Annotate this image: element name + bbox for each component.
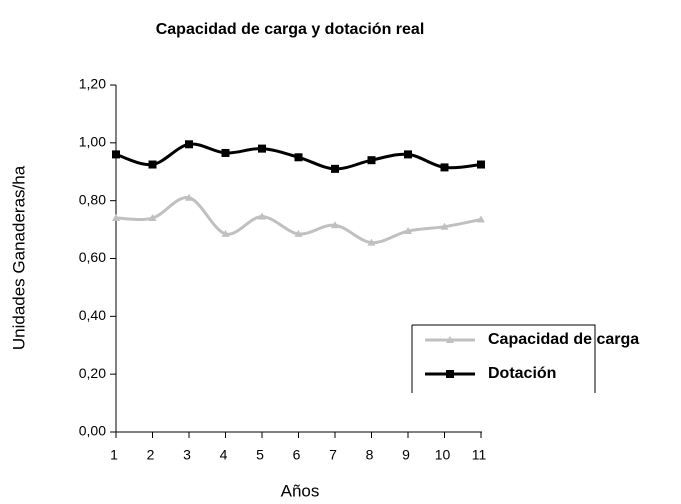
marker <box>185 193 193 201</box>
y-tick-label: 0,60 <box>79 249 106 265</box>
marker <box>258 212 266 220</box>
marker <box>185 140 193 149</box>
marker <box>404 150 412 159</box>
marker <box>367 238 376 246</box>
legend-label: Capacidad de carga <box>488 331 639 348</box>
marker <box>112 150 120 159</box>
marker <box>294 153 303 162</box>
marker <box>294 229 303 237</box>
y-tick-label: 1,20 <box>79 76 106 92</box>
marker <box>258 144 266 153</box>
marker <box>221 148 230 157</box>
x-tick-label: 4 <box>220 447 228 463</box>
chart-title: Capacidad de carga y dotación real <box>156 21 425 38</box>
marker <box>112 214 120 222</box>
y-tick-label: 0,40 <box>79 307 106 323</box>
marker <box>367 156 376 165</box>
y-axis-label: Unidades Ganaderas/ha <box>9 165 28 350</box>
x-tick-label: 8 <box>366 447 374 463</box>
marker <box>440 222 449 230</box>
marker <box>477 215 485 223</box>
y-tick-label: 0,80 <box>79 191 106 207</box>
x-tick-label: 6 <box>293 447 301 463</box>
marker <box>404 227 412 235</box>
x-tick-label: 2 <box>147 447 155 463</box>
y-tick-label: 0,20 <box>79 365 106 381</box>
legend-label: Dotación <box>488 365 556 382</box>
x-tick-label: 5 <box>256 447 264 463</box>
marker <box>221 229 230 237</box>
marker <box>477 160 485 169</box>
marker <box>440 163 449 172</box>
legend-frame <box>412 324 596 393</box>
marker <box>446 370 454 378</box>
x-axis-label: Años <box>281 481 320 500</box>
marker <box>446 336 454 343</box>
x-tick-label: 9 <box>402 447 410 463</box>
x-tick-label: 11 <box>472 447 487 463</box>
x-tick-label: 1 <box>110 447 118 463</box>
y-tick-label: 1,00 <box>79 134 106 150</box>
y-tick-label: 0,00 <box>79 423 106 439</box>
x-tick-label: 3 <box>183 447 191 463</box>
marker <box>331 221 339 229</box>
x-tick-label: 7 <box>329 447 337 463</box>
marker <box>148 214 157 222</box>
marker <box>331 164 339 173</box>
marker <box>148 160 157 169</box>
x-tick-label: 10 <box>435 447 451 463</box>
